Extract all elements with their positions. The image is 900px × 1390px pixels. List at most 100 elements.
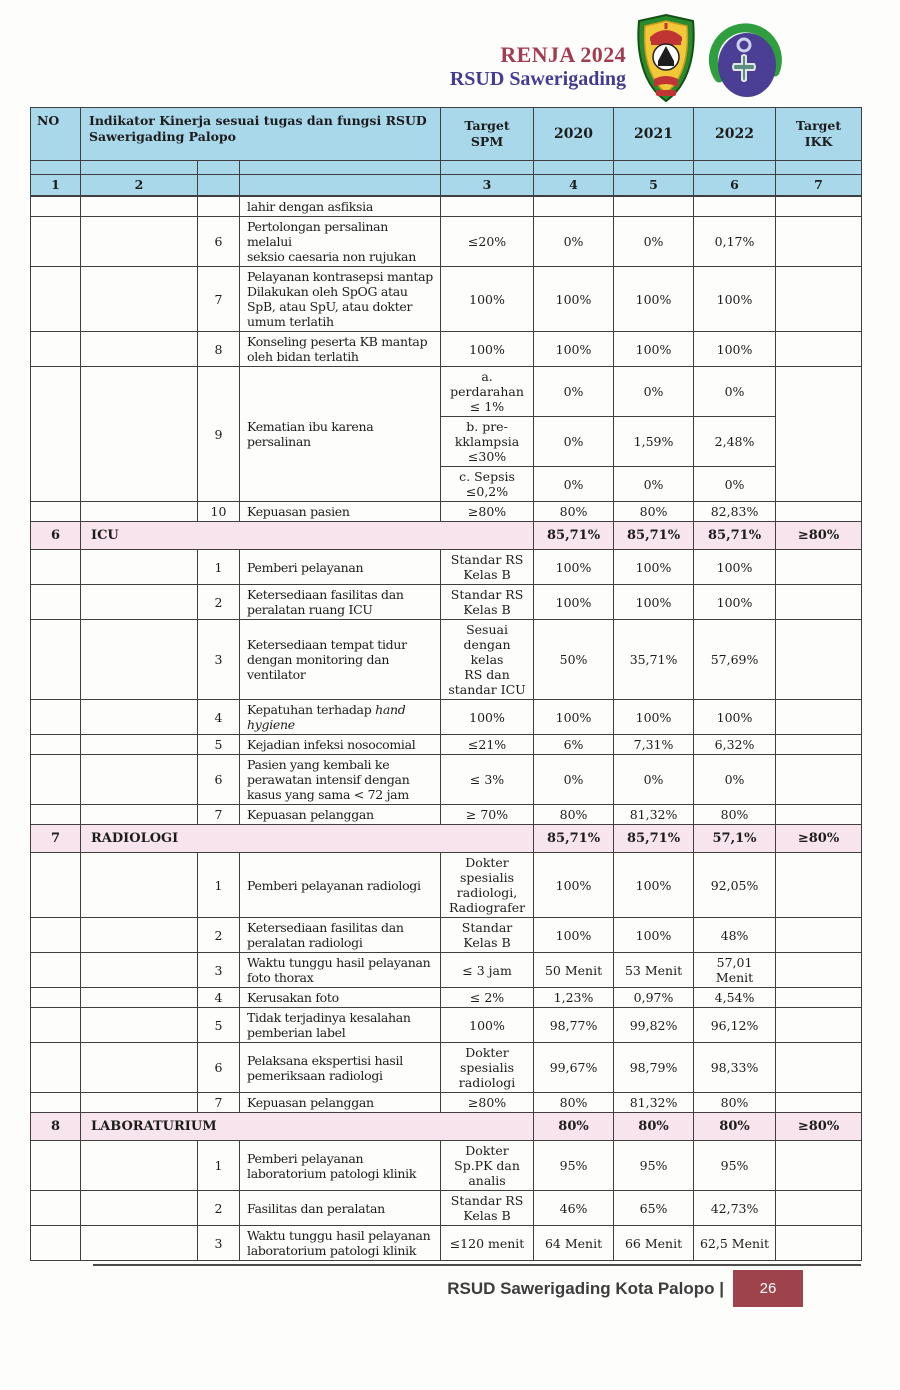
- cell-target-ikk: [775, 754, 863, 805]
- cell-2021: 65%: [613, 1190, 695, 1226]
- cell-no: 6: [30, 521, 81, 550]
- cell-sub-no: 7: [197, 804, 240, 825]
- cell-sub-no: 2: [197, 1190, 240, 1226]
- cell-target-spm: ≥80%: [440, 1092, 535, 1113]
- cell-indicator: lahir dengan asfiksia: [238, 195, 442, 217]
- cell-target-spm: 100%: [440, 699, 535, 735]
- table-column-number-row: 1 2 3 4 5 6 7: [30, 174, 863, 197]
- cell-2022: 100%: [693, 549, 777, 585]
- cell-2020: [533, 195, 615, 217]
- blank-cell: [238, 160, 442, 175]
- table-row: 4 Kepatuhan terhadap hand hygiene 100% 100%…: [30, 699, 863, 735]
- cell-2021: 99,82%: [613, 1007, 695, 1043]
- cell-2022: 6,32%: [693, 734, 777, 755]
- cell-2021: 35,71%: [613, 619, 695, 700]
- col-header-2021: 2021: [613, 107, 695, 161]
- cell-2020: 100%: [533, 852, 615, 918]
- cell-target-spm: ≤ 3%: [440, 754, 535, 805]
- cell-2020: 50 Menit: [533, 952, 615, 988]
- cell-target-ikk: [775, 1092, 863, 1113]
- cell-no: [30, 987, 81, 1008]
- cell-sub-no: 6: [197, 754, 240, 805]
- cell-2020: 100%: [533, 917, 615, 953]
- table-row: 10 Kepuasan pasien ≥80% 80% 80% 82,83%: [30, 501, 863, 522]
- col-number: [197, 174, 240, 197]
- cell-target-ikk: [775, 1042, 863, 1093]
- cell-target-spm: Sesuai dengan kelas RS dan standar ICU: [440, 619, 535, 700]
- cell-sub-no: [197, 195, 240, 217]
- cell-2022: 80%: [693, 1112, 777, 1141]
- cell-target-ikk: [775, 501, 863, 522]
- table-header-blank-row: [30, 160, 863, 175]
- cell-2021: 0%: [613, 216, 695, 267]
- cell-section-name: LABORATURIUM: [79, 1112, 535, 1141]
- cell-2022: 62,5 Menit: [693, 1225, 777, 1261]
- cell-no: [30, 216, 81, 267]
- cell-no: [30, 699, 81, 735]
- cell-2022: 42,73%: [693, 1190, 777, 1226]
- cell-category: [80, 195, 198, 217]
- cell-no: 7: [30, 824, 81, 853]
- cell-target-spm: c. Sepsis ≤0,2%: [440, 466, 535, 502]
- blank-cell: [197, 160, 240, 175]
- blank-cell: [613, 160, 695, 175]
- cell-2022: 0%: [693, 366, 777, 417]
- cell-2020: 50%: [533, 619, 615, 700]
- cell-no: [30, 734, 81, 755]
- table-row: 1 Pemberi pelayanan laboratorium patologi…: [30, 1140, 863, 1191]
- col-number: 1: [30, 174, 81, 197]
- cell-target-ikk: [775, 619, 863, 700]
- cell-2020: 100%: [533, 584, 615, 620]
- cell-2020: 0%: [533, 416, 615, 467]
- cell-2021: 81,32%: [613, 1092, 695, 1113]
- cell-2020: 100%: [533, 266, 615, 332]
- cell-2021: 100%: [613, 917, 695, 953]
- cell-indicator: Pemberi pelayanan laboratorium patologi …: [238, 1140, 442, 1191]
- cell-category: [80, 584, 198, 620]
- col-number: 2: [80, 174, 198, 197]
- cell-2021: 0,97%: [613, 987, 695, 1008]
- cell-2020: 95%: [533, 1140, 615, 1191]
- report-title-block: RENJA 2024 RSUD Sawerigading: [450, 42, 626, 92]
- cell-sub-no: 6: [197, 216, 240, 267]
- cell-target-spm: Dokter spesialis radiologi, Radiografer: [440, 852, 535, 918]
- cell-no: [30, 1042, 81, 1093]
- cell-category: [80, 331, 198, 367]
- cell-category: [80, 734, 198, 755]
- cell-target-spm: 100%: [440, 1007, 535, 1043]
- cell-2020: 99,67%: [533, 1042, 615, 1093]
- cell-target-ikk: [775, 366, 863, 502]
- cell-sub-no: 1: [197, 1140, 240, 1191]
- cell-2022: 85,71%: [693, 521, 777, 550]
- cell-indicator: Fasilitas dan peralatan: [238, 1190, 442, 1226]
- cell-sub-no: 5: [197, 1007, 240, 1043]
- cell-2020: 80%: [533, 804, 615, 825]
- page-number-badge: 26: [733, 1270, 803, 1307]
- cell-target-spm: ≤20%: [440, 216, 535, 267]
- cell-category: [80, 216, 198, 267]
- cell-target-ikk: [775, 1225, 863, 1261]
- cell-2020: 98,77%: [533, 1007, 615, 1043]
- cell-sub-no: 3: [197, 619, 240, 700]
- col-number: [238, 174, 442, 197]
- cell-indicator: Ketersediaan fasilitas dan peralatan rad…: [238, 917, 442, 953]
- cell-target-ikk: ≥80%: [775, 521, 863, 550]
- cell-2021: 81,32%: [613, 804, 695, 825]
- cell-2022: 0%: [693, 754, 777, 805]
- cell-category: [80, 501, 198, 522]
- cell-no: [30, 917, 81, 953]
- cell-indicator: Pertolongan persalinan melalui seksio ca…: [238, 216, 442, 267]
- cell-2021: 7,31%: [613, 734, 695, 755]
- cell-2022: 95%: [693, 1140, 777, 1191]
- page-footer: RSUD Sawerigading Kota Palopo | 26: [0, 1270, 803, 1307]
- cell-category: [80, 266, 198, 332]
- table-row: 2 Ketersediaan fasilitas dan peralatan ra…: [30, 917, 863, 953]
- cell-no: [30, 331, 81, 367]
- col-number: 7: [775, 174, 863, 197]
- cell-section-name: ICU: [79, 521, 535, 550]
- cell-category: [80, 619, 198, 700]
- blank-cell: [693, 160, 777, 175]
- cell-2020: 46%: [533, 1190, 615, 1226]
- cell-category: [80, 549, 198, 585]
- cell-category: [80, 917, 198, 953]
